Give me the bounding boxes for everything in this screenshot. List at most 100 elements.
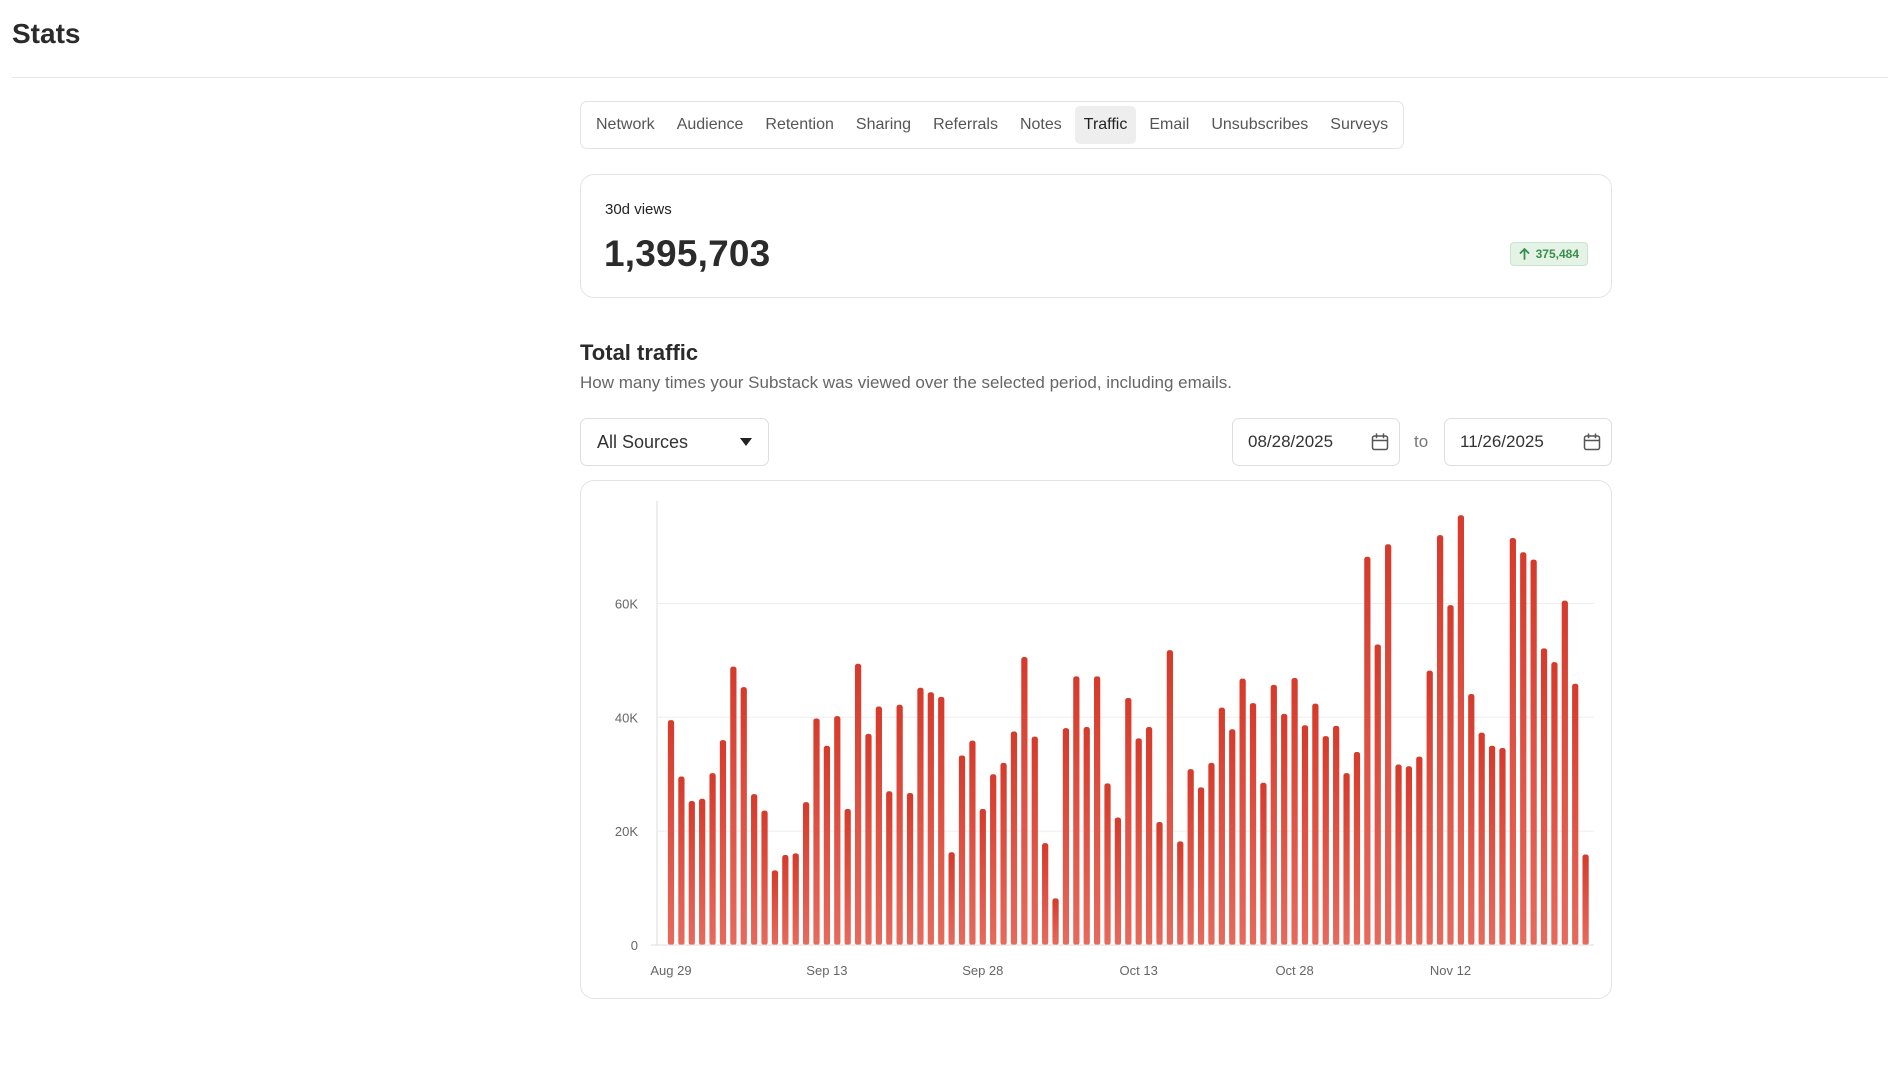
chart-bar[interactable] [1000,762,1007,945]
calendar-icon[interactable] [1371,433,1389,451]
chart-bar[interactable] [1197,787,1205,945]
tab-email[interactable]: Email [1149,116,1190,133]
chart-bar[interactable] [1094,676,1101,945]
chart-bar[interactable] [1177,841,1184,945]
chart-bar[interactable] [1166,650,1173,945]
chart-bar[interactable] [1447,605,1454,945]
tab-surveys[interactable]: Surveys [1330,116,1389,133]
chart-bar[interactable] [1426,670,1433,945]
chart-bar[interactable] [1540,648,1548,945]
chart-bar[interactable] [761,810,768,945]
chart-bar[interactable] [1333,725,1340,945]
chart-bar[interactable] [1353,752,1361,945]
chart-bar[interactable] [1281,713,1288,945]
chart-bar[interactable] [1125,697,1132,945]
chart-bar[interactable] [865,733,872,945]
chart-bar[interactable] [990,774,997,945]
chart-bar[interactable] [979,808,986,945]
chart-bar[interactable] [699,798,706,945]
source-select[interactable]: All Sources [580,418,769,466]
tab-notes[interactable]: Notes [1019,116,1062,133]
chart-bar[interactable] [1509,538,1516,945]
chart-bar[interactable] [1405,766,1413,945]
chart-bar[interactable] [1229,729,1236,945]
chart-bar[interactable] [1520,552,1527,945]
chart-bar[interactable] [1385,544,1392,945]
chart-bar[interactable] [1218,707,1225,945]
chart-bar[interactable] [1083,726,1090,945]
chart-bar[interactable] [1530,559,1537,945]
chart-bar[interactable] [740,687,747,945]
chart-bar[interactable] [802,802,810,945]
chart-bar[interactable] [751,794,758,945]
chart-bar[interactable] [1499,748,1506,945]
tab-unsubscribes[interactable]: Unsubscribes [1211,116,1309,133]
tab-traffic[interactable]: Traffic [1074,106,1137,144]
chart-bar[interactable] [1343,773,1350,945]
chart-bar[interactable] [1010,731,1018,945]
chart-bar[interactable] [896,704,903,945]
chart-bar[interactable] [886,791,893,945]
chart-bar[interactable] [1042,843,1049,945]
chart-bar[interactable] [667,720,675,945]
end-date-field[interactable]: 11/26/2025 [1444,418,1612,466]
tab-network[interactable]: Network [596,116,655,133]
chart-bar[interactable] [854,663,862,945]
chart-bar[interactable] [1436,535,1444,945]
chart-bar[interactable] [1457,515,1465,945]
tab-retention[interactable]: Retention [765,116,834,133]
chart-bar[interactable] [938,696,945,945]
chart-bar[interactable] [1156,822,1163,945]
chart-bar[interactable] [844,808,851,945]
chart-bar[interactable] [1301,725,1309,945]
chart-bar[interactable] [1031,736,1038,945]
chart-bar[interactable] [688,800,695,945]
chart-bar[interactable] [709,773,716,945]
chart-bar[interactable] [1104,783,1111,945]
chart-bar[interactable] [1364,556,1371,945]
start-date-field[interactable]: 08/28/2025 [1232,418,1400,466]
chart-bar[interactable] [1260,782,1267,945]
chart-bar[interactable] [1478,732,1485,945]
chart-bar[interactable] [1488,745,1496,945]
chart-bar[interactable] [1208,762,1215,945]
chart-bar[interactable] [1374,644,1381,945]
chart-bar[interactable] [1073,676,1080,945]
chart-bar[interactable] [771,870,779,945]
chart-bar[interactable] [1062,728,1070,945]
chart-bar[interactable] [813,718,820,945]
chart-bar[interactable] [1312,703,1319,945]
chart-bar[interactable] [1270,684,1277,945]
chart-bar[interactable] [1114,817,1122,945]
chart-bar[interactable] [1187,769,1194,945]
chart-bar[interactable] [917,687,924,945]
chart-bar[interactable] [730,666,737,945]
chart-bar[interactable] [1395,764,1402,945]
chart-bar[interactable] [948,852,955,945]
chart-bar[interactable] [782,855,789,945]
calendar-icon[interactable] [1583,433,1601,451]
chart-bar[interactable] [875,706,882,945]
chart-bar[interactable] [1239,678,1246,945]
chart-bar[interactable] [958,755,966,945]
tab-referrals[interactable]: Referrals [933,116,998,133]
chart-bar[interactable] [834,716,841,945]
chart-bar[interactable] [678,776,685,945]
chart-bar[interactable] [1291,678,1298,945]
chart-bar[interactable] [1145,726,1153,945]
chart-bar[interactable] [969,740,976,945]
chart-bar[interactable] [823,745,831,945]
chart-bar[interactable] [927,692,934,945]
chart-bar[interactable] [1582,854,1589,945]
chart-bar[interactable] [792,853,799,945]
chart-bar[interactable] [1249,703,1257,945]
chart-bar[interactable] [719,740,727,945]
tab-audience[interactable]: Audience [676,116,744,133]
chart-bar[interactable] [1135,738,1142,945]
chart-bar[interactable] [1416,756,1423,945]
chart-bar[interactable] [1021,656,1028,945]
chart-bar[interactable] [1052,898,1059,945]
chart-bar[interactable] [1322,736,1329,945]
chart-bar[interactable] [1468,693,1475,945]
chart-bar[interactable] [906,793,914,945]
